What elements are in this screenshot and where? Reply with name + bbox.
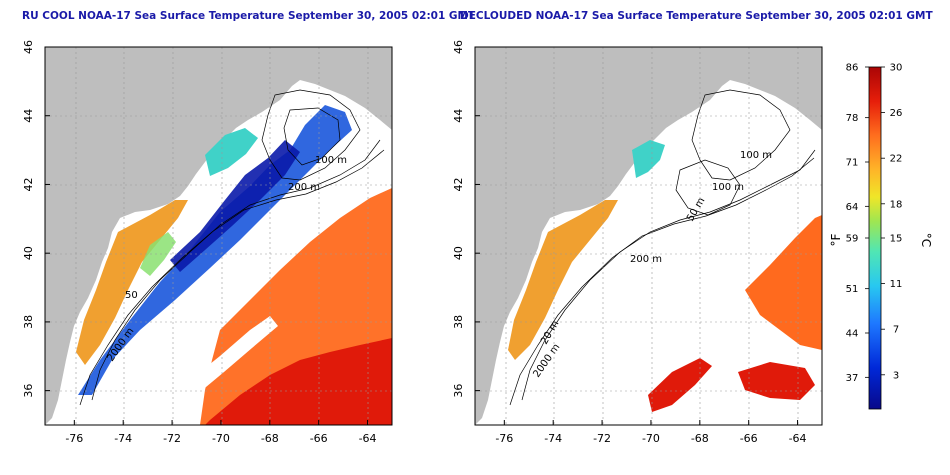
colorbar-label-fahrenheit: 51 — [846, 284, 859, 295]
land-mass — [45, 47, 392, 425]
colorbar: 30 26 22 18 15 11 7 3 86 78 71 64 59 51 44 37 °F °C — [829, 63, 933, 410]
gridlines-right — [475, 47, 822, 425]
colorbar-label-celsius: 3 — [893, 370, 899, 381]
colorbar-label-fahrenheit: 59 — [846, 234, 859, 245]
left-lat-tick-label: 46 — [22, 40, 35, 54]
right-lon-tick-label: -76 — [495, 432, 513, 445]
sst-gulfstream-west — [648, 358, 712, 412]
colorbar-label-fahrenheit: 71 — [846, 158, 859, 169]
right-lat-tick-label: 42 — [452, 177, 465, 191]
left-lat-tick-label: 40 — [22, 246, 35, 260]
colorbar-label-celsius: 11 — [890, 279, 903, 290]
gridlines-left — [45, 47, 392, 425]
left-lon-tick-label: -66 — [310, 432, 328, 445]
left-map-panel: 100 m 200 m 50 2000 m — [45, 47, 392, 425]
right-map-frame — [474, 46, 823, 426]
sst-cloud-gap — [150, 242, 292, 385]
left-lat-tick-label: 38 — [22, 315, 35, 329]
left-lon-tick-label: -74 — [114, 432, 132, 445]
sst-gulfstream-east — [738, 362, 815, 400]
sst-cold-core — [170, 140, 300, 272]
right-map-panel: 100 m 100 m 50 m 200 m 20 m 2000 m — [475, 47, 822, 425]
colorbar-label-celsius: 15 — [890, 234, 903, 245]
right-lon-tick-label: -74 — [544, 432, 562, 445]
land-maritime — [730, 47, 822, 92]
colorbar-label-fahrenheit: 44 — [846, 329, 859, 340]
colorbar-label-celsius: 18 — [890, 199, 903, 210]
colorbar-label-fahrenheit: 64 — [846, 202, 859, 213]
colorbar-unit-fahrenheit: °F — [829, 233, 843, 246]
right-lat-tick-label: 46 — [452, 40, 465, 54]
right-lon-tick-label: -64 — [789, 432, 807, 445]
left-lat-tick-label: 36 — [22, 384, 35, 398]
right-lat-tick-label: 38 — [452, 315, 465, 329]
left-lat-tick-label: 42 — [22, 177, 35, 191]
colorbar-label-fahrenheit: 86 — [846, 63, 859, 74]
contour-label-left-100m: 100 m — [315, 155, 347, 166]
colorbar-label-celsius: 7 — [893, 325, 899, 336]
right-lat-tick-label: 44 — [452, 109, 465, 123]
left-lon-tick-label: -64 — [359, 432, 377, 445]
sst-gulfstream — [205, 338, 392, 425]
map-title-left: RU COOL NOAA-17 Sea Surface Temperature … — [22, 10, 476, 22]
colorbar-label-celsius: 26 — [890, 108, 903, 119]
contour-label-right-100m-georges: 100 m — [712, 182, 744, 193]
right-lat-tick-label: 40 — [452, 246, 465, 260]
left-lon-tick-label: -68 — [261, 432, 279, 445]
bathymetry-contours-left — [79, 89, 385, 406]
sst-coastal-warm — [508, 200, 618, 360]
right-lon-tick-label: -68 — [691, 432, 709, 445]
colorbar-label-fahrenheit: 78 — [846, 113, 859, 124]
sst-cloud-streak — [190, 316, 278, 392]
colorbar-label-fahrenheit: 37 — [846, 373, 859, 384]
sst-cyan-patch — [632, 140, 665, 178]
contour-label-right-200m: 200 m — [630, 254, 662, 265]
right-lon-tick-label: -66 — [740, 432, 758, 445]
sst-cyan-patch — [205, 128, 258, 176]
map-title-right: DECLOUDED NOAA-17 Sea Surface Temperatur… — [460, 10, 933, 22]
left-lon-tick-label: -76 — [65, 432, 83, 445]
colorbar-label-celsius: 30 — [890, 63, 903, 74]
left-map-axes: -76 -74 -72 -70 -68 -66 -64 36 38 40 42 44 46 — [22, 40, 377, 445]
right-lon-tick-label: -72 — [593, 432, 611, 445]
right-lon-tick-label: -70 — [642, 432, 660, 445]
sst-cool-band — [78, 105, 352, 395]
land-mass — [475, 47, 822, 425]
sst-green-band — [140, 232, 176, 276]
contour-label-right-100m-north: 100 m — [740, 150, 772, 161]
colorbar-unit-celsius: °C — [919, 233, 933, 247]
contour-label-left-50: 50 — [125, 290, 138, 301]
left-map-frame — [44, 46, 393, 426]
contour-label-left-200m: 200 m — [288, 182, 320, 193]
left-lat-tick-label: 44 — [22, 109, 35, 123]
left-lon-tick-label: -70 — [212, 432, 230, 445]
right-lat-tick-label: 36 — [452, 384, 465, 398]
right-map-axes: -76 -74 -72 -70 -68 -66 -64 36 38 40 42 44 46 — [452, 40, 807, 445]
land-maritime — [300, 47, 392, 92]
left-lon-tick-label: -72 — [163, 432, 181, 445]
sst-coastal-warm — [76, 200, 188, 365]
colorbar-label-celsius: 22 — [890, 154, 903, 165]
colorbar-gradient — [868, 66, 882, 410]
sst-warm-east — [745, 215, 822, 350]
